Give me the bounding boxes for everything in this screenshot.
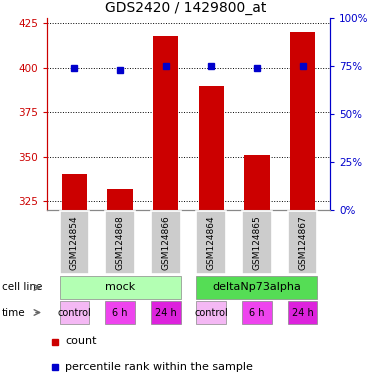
Bar [105,211,135,274]
Text: GSM124868: GSM124868 [115,215,125,270]
Bar [62,174,87,210]
Bar [199,86,224,210]
Bar [108,189,132,210]
Text: mock: mock [105,283,135,293]
Text: count: count [65,336,97,346]
Bar [151,301,181,324]
Text: time: time [2,308,26,318]
Bar [197,276,318,299]
Bar [151,211,181,274]
Text: 6 h: 6 h [249,308,265,318]
Bar [60,276,181,299]
Text: control: control [58,308,91,318]
Text: cell line: cell line [2,283,42,293]
Bar [105,301,135,324]
Bar [288,301,318,324]
Text: GSM124865: GSM124865 [253,215,262,270]
Text: 6 h: 6 h [112,308,128,318]
Text: GSM124867: GSM124867 [298,215,307,270]
Text: GDS2420 / 1429800_at: GDS2420 / 1429800_at [105,1,266,15]
Text: GSM124864: GSM124864 [207,215,216,270]
Bar [244,155,269,210]
Bar [197,301,226,324]
Bar [290,32,315,210]
Bar [242,211,272,274]
Text: deltaNp73alpha: deltaNp73alpha [213,283,301,293]
Text: control: control [194,308,228,318]
Bar [153,36,178,210]
Text: 24 h: 24 h [155,308,177,318]
Text: 24 h: 24 h [292,308,313,318]
Bar [242,301,272,324]
Bar [197,211,226,274]
Text: percentile rank within the sample: percentile rank within the sample [65,361,253,371]
Bar [60,211,89,274]
Text: GSM124866: GSM124866 [161,215,170,270]
Text: GSM124854: GSM124854 [70,215,79,270]
Bar [288,211,318,274]
Bar [60,301,89,324]
